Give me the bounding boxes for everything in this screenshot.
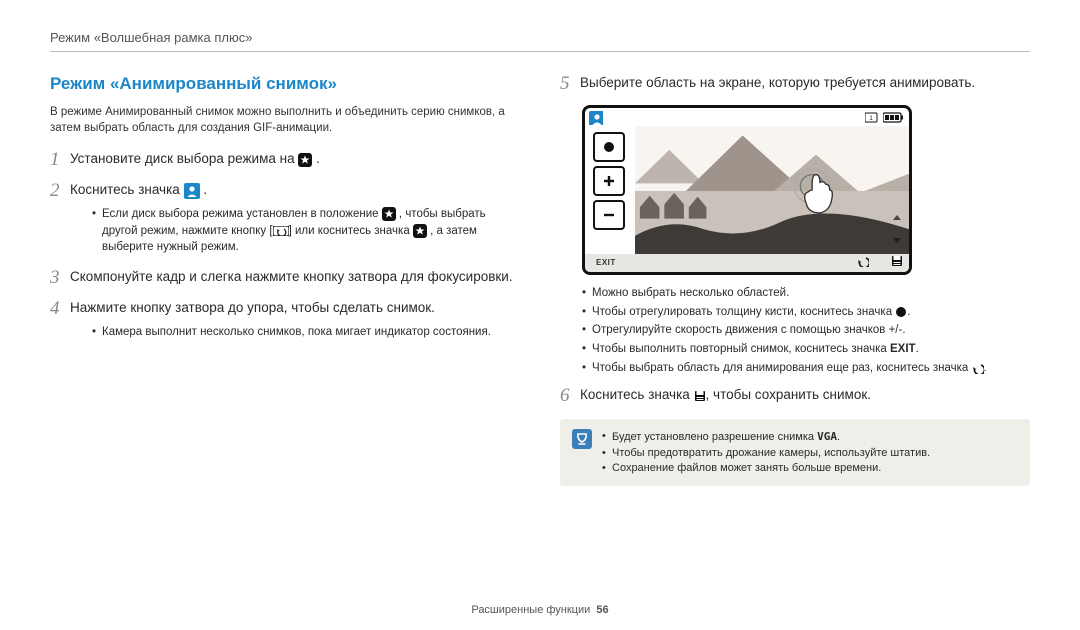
mode-badge-icon (589, 111, 603, 128)
step-body: Выберите область на экране, которую треб… (580, 74, 1030, 95)
screen-status-bar: 1 (585, 108, 909, 126)
step-number: 3 (50, 268, 70, 289)
step-body: Нажмите кнопку затвора до упора, чтобы с… (70, 299, 520, 343)
section-title: Режим «Анимированный снимок» (50, 74, 520, 94)
brush-dot-icon (895, 306, 907, 318)
undo-icon (972, 362, 984, 374)
left-column: Режим «Анимированный снимок» В режиме Ан… (50, 74, 520, 486)
undo-icon[interactable] (857, 255, 869, 270)
step-text: Коснитесь значка (70, 182, 184, 197)
note: Отрегулируйте скорость движения с помощь… (582, 322, 1030, 339)
step-body: Скомпонуйте кадр и слегка нажмите кнопку… (70, 268, 520, 289)
step-1: 1 Установите диск выбора режима на . (50, 150, 520, 171)
battery-icon (883, 111, 903, 126)
callout-item: Чтобы предотвратить дрожание камеры, исп… (602, 446, 930, 461)
callout-item: Будет установлено разрешение снимка VGA. (602, 429, 930, 445)
step-5: 5 Выберите область на экране, которую тр… (560, 74, 1030, 95)
note: Чтобы отрегулировать толщину кисти, косн… (582, 304, 1030, 321)
brush-size-button[interactable] (593, 132, 625, 162)
scroll-icon (891, 213, 903, 248)
step-body: Установите диск выбора режима на . (70, 150, 520, 171)
footer-section: Расширенные функции (471, 604, 590, 616)
page-footer: Расширенные функции 56 (0, 604, 1080, 616)
step-body: Коснитесь значка . Если диск выбора режи… (70, 181, 520, 258)
brush-controls (593, 132, 625, 230)
page-number: 56 (596, 604, 608, 616)
step-number: 4 (50, 299, 70, 343)
save-icon[interactable] (891, 255, 903, 270)
step-2: 2 Коснитесь значка . Если диск выбора ре… (50, 181, 520, 258)
star-mode-icon (298, 153, 312, 167)
step-text: Установите диск выбора режима на (70, 151, 298, 166)
substep: Если диск выбора режима установлен в пол… (92, 206, 520, 256)
step-text: Коснитесь значка (580, 387, 694, 402)
person-mode-icon (184, 183, 200, 199)
scene-area (635, 126, 909, 254)
step-number: 1 (50, 150, 70, 171)
speed-minus-button[interactable] (593, 200, 625, 230)
content-columns: Режим «Анимированный снимок» В режиме Ан… (50, 74, 1030, 486)
svg-text:1: 1 (869, 116, 873, 122)
step-text: . (203, 182, 207, 197)
counter-icon: 1 (865, 111, 879, 126)
right-column: 5 Выберите область на экране, которую тр… (560, 74, 1030, 486)
exit-button[interactable]: EXIT (591, 257, 621, 268)
star-mode-icon (413, 224, 427, 238)
note: Чтобы выбрать область для анимирования е… (582, 360, 1030, 377)
star-mode-icon (382, 207, 396, 221)
camera-screen: 1 (582, 105, 912, 275)
note: Можно выбрать несколько областей. (582, 285, 1030, 302)
info-callout: Будет установлено разрешение снимка VGA.… (560, 419, 1030, 486)
callout-list: Будет установлено разрешение снимка VGA.… (602, 429, 930, 476)
back-key-icon (273, 226, 289, 236)
step-text: , чтобы сохранить снимок. (706, 387, 871, 402)
step-text: . (316, 151, 320, 166)
substep-list: Если диск выбора режима установлен в пол… (70, 206, 520, 256)
section-intro: В режиме Анимированный снимок можно выпо… (50, 104, 520, 136)
step-4: 4 Нажмите кнопку затвора до упора, чтобы… (50, 299, 520, 343)
info-icon (572, 429, 592, 476)
step-number: 2 (50, 181, 70, 258)
page-header: Режим «Волшебная рамка плюс» (50, 30, 1030, 52)
substep-list: Камера выполнит несколько снимков, пока … (70, 324, 520, 341)
note: Чтобы выполнить повторный снимок, коснит… (582, 341, 1030, 358)
speed-plus-button[interactable] (593, 166, 625, 196)
callout-item: Сохранение файлов может занять больше вр… (602, 461, 930, 476)
step-text: Нажмите кнопку затвора до упора, чтобы с… (70, 300, 435, 315)
step-6: 6 Коснитесь значка , чтобы сохранить сни… (560, 386, 1030, 407)
step-3: 3 Скомпонуйте кадр и слегка нажмите кноп… (50, 268, 520, 289)
save-icon (694, 390, 706, 402)
substep: Камера выполнит несколько снимков, пока … (92, 324, 520, 341)
breadcrumb: Режим «Волшебная рамка плюс» (50, 30, 252, 45)
step-body: Коснитесь значка , чтобы сохранить снимо… (580, 386, 1030, 407)
step-number: 6 (560, 386, 580, 407)
screen-bottom-bar: EXIT (585, 254, 909, 272)
notes-list: Можно выбрать несколько областей. Чтобы … (560, 285, 1030, 376)
step-number: 5 (560, 74, 580, 95)
